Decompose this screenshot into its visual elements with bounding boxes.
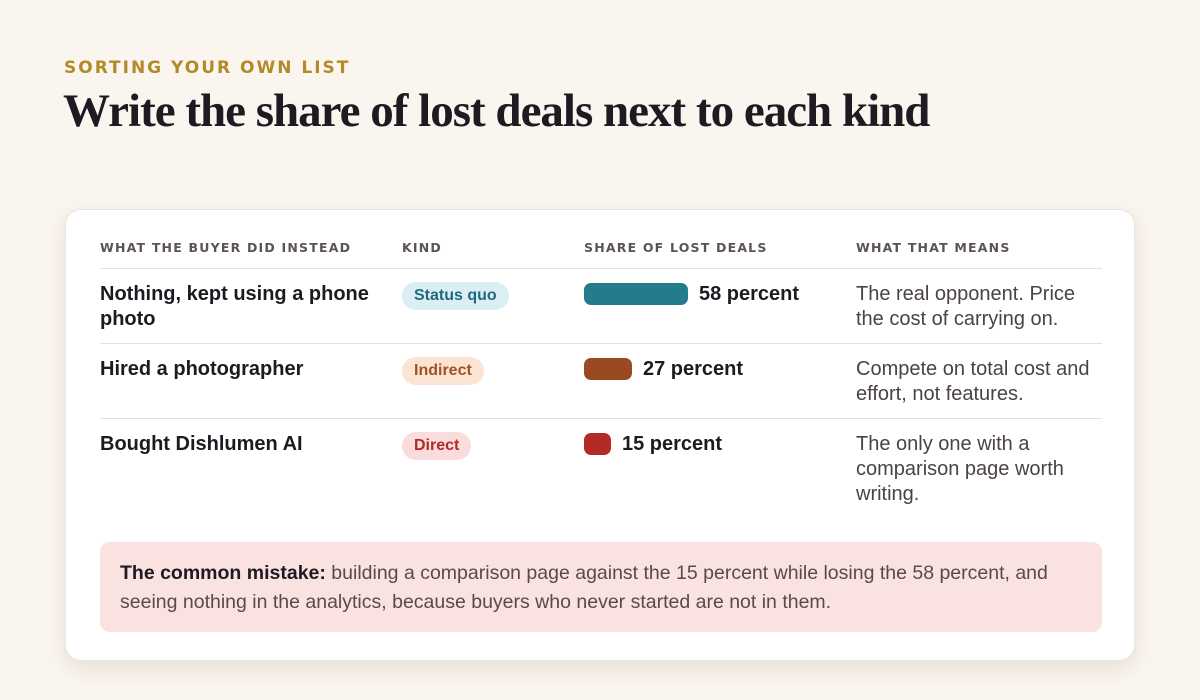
- table-header: WHAT THE BUYER DID INSTEAD KIND SHARE OF…: [100, 210, 1102, 269]
- share-bar: [584, 283, 688, 305]
- section-eyebrow: SORTING YOUR OWN LIST: [64, 58, 351, 78]
- lost-deals-card: WHAT THE BUYER DID INSTEAD KIND SHARE OF…: [65, 209, 1135, 661]
- buyer-action: Nothing, kept using a phone photo: [100, 283, 369, 330]
- table-row: Nothing, kept using a phone photo Status…: [100, 269, 1102, 344]
- table-row: Bought Dishlumen AI Direct 15 percent Th…: [100, 419, 1102, 519]
- share-bar: [584, 358, 632, 380]
- common-mistake-callout: The common mistake: building a compariso…: [100, 542, 1102, 632]
- header-means: WHAT THAT MEANS: [856, 240, 1011, 255]
- buyer-action: Bought Dishlumen AI: [100, 433, 303, 455]
- header-share: SHARE OF LOST DEALS: [584, 240, 768, 255]
- meaning-text: The only one with a comparison page wort…: [856, 433, 1064, 505]
- callout-lead: The common mistake:: [120, 562, 326, 584]
- page-title: Write the share of lost deals next to ea…: [63, 85, 930, 137]
- meaning-text: The real opponent. Price the cost of car…: [856, 283, 1076, 330]
- share-bar: [584, 433, 611, 455]
- share-cell: 27 percent: [584, 358, 743, 380]
- kind-badge: Direct: [402, 432, 472, 460]
- table-row: Hired a photographer Indirect 27 percent…: [100, 344, 1102, 419]
- callout-body: building a comparison page against the 1…: [120, 562, 1048, 613]
- kind-badge: Status quo: [402, 282, 509, 310]
- header-what: WHAT THE BUYER DID INSTEAD: [100, 240, 352, 255]
- share-label: 27 percent: [643, 357, 744, 380]
- share-label: 58 percent: [699, 282, 800, 305]
- share-cell: 15 percent: [584, 433, 722, 455]
- buyer-action: Hired a photographer: [100, 358, 304, 380]
- lost-deals-table: WHAT THE BUYER DID INSTEAD KIND SHARE OF…: [100, 210, 1102, 519]
- share-label: 15 percent: [622, 432, 723, 455]
- meaning-text: Compete on total cost and effort, not fe…: [856, 358, 1090, 405]
- header-kind: KIND: [402, 240, 442, 255]
- share-cell: 58 percent: [584, 283, 799, 305]
- kind-badge: Indirect: [402, 357, 484, 385]
